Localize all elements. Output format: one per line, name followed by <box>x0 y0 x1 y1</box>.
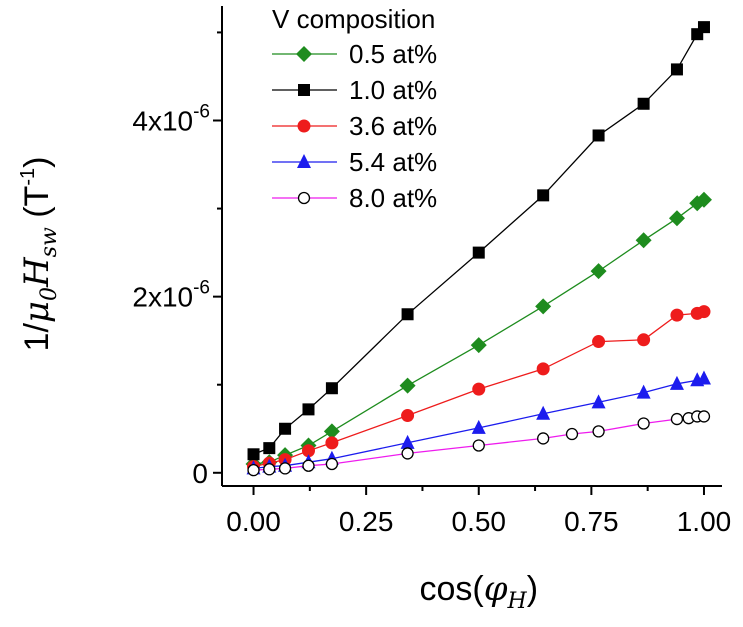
data-point <box>279 423 291 435</box>
data-point <box>325 436 338 449</box>
x-tick-label: 0.25 <box>339 506 394 537</box>
data-point <box>638 418 649 429</box>
legend-label: 8.0 at% <box>349 183 437 213</box>
data-point <box>248 448 260 460</box>
data-point <box>593 129 605 141</box>
legend-title: V composition <box>272 4 435 34</box>
data-point <box>326 382 338 394</box>
data-point <box>402 448 413 459</box>
y-tick-label: 0 <box>192 458 208 489</box>
legend-label: 3.6 at% <box>349 111 437 141</box>
data-point <box>698 21 710 33</box>
data-point <box>401 409 414 422</box>
data-point <box>567 429 578 440</box>
data-point <box>248 465 259 476</box>
data-point <box>592 335 605 348</box>
data-point <box>697 305 710 318</box>
x-tick-label: 0.75 <box>564 506 619 537</box>
data-point <box>671 63 683 75</box>
data-point <box>280 463 291 474</box>
data-point <box>637 333 650 346</box>
data-point <box>263 442 275 454</box>
x-tick-label: 1.00 <box>677 506 732 537</box>
data-point <box>302 403 314 415</box>
data-point <box>638 98 650 110</box>
x-tick-label: 0.50 <box>452 506 507 537</box>
data-point <box>402 308 414 320</box>
legend-label: 0.5 at% <box>349 39 437 69</box>
data-point <box>303 460 314 471</box>
data-point <box>537 362 550 375</box>
data-point <box>326 458 337 469</box>
data-point <box>472 383 485 396</box>
data-point <box>593 426 604 437</box>
legend-label: 1.0 at% <box>349 75 437 105</box>
legend-marker <box>299 193 310 204</box>
data-point <box>671 414 682 425</box>
x-tick-label: 0.00 <box>226 506 281 537</box>
data-point <box>538 433 549 444</box>
data-point <box>473 247 485 259</box>
legend-marker <box>298 84 310 96</box>
legend-label: 5.4 at% <box>349 147 437 177</box>
legend-marker <box>298 120 311 133</box>
data-point <box>473 440 484 451</box>
data-point <box>537 189 549 201</box>
data-point <box>670 309 683 322</box>
data-point <box>698 411 709 422</box>
data-point <box>264 464 275 475</box>
